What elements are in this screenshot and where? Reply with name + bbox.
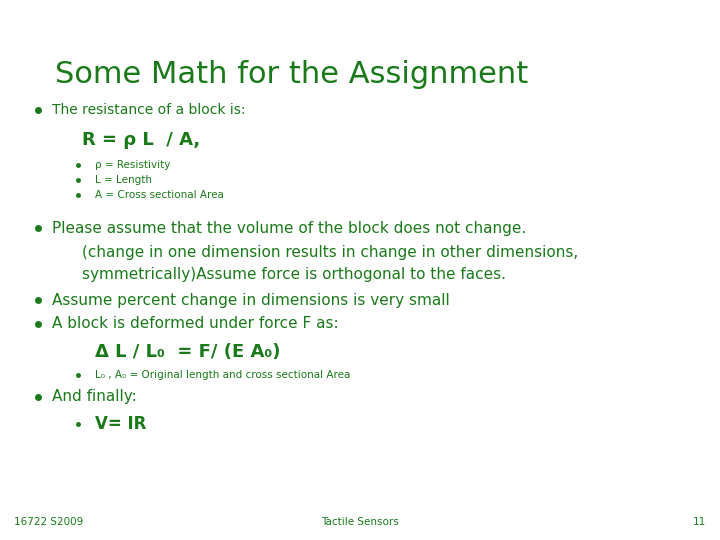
Text: L = Length: L = Length (95, 175, 152, 185)
Text: Please assume that the volume of the block does not change.: Please assume that the volume of the blo… (52, 220, 526, 235)
Text: Δ L / L₀  = F/ (E A₀): Δ L / L₀ = F/ (E A₀) (95, 343, 281, 361)
Text: symmetrically)Assume force is orthogonal to the faces.: symmetrically)Assume force is orthogonal… (82, 267, 506, 281)
Text: R = ρ L  / A,: R = ρ L / A, (82, 131, 200, 149)
Text: 11: 11 (693, 517, 706, 527)
Text: A = Cross sectional Area: A = Cross sectional Area (95, 190, 224, 200)
Text: The resistance of a block is:: The resistance of a block is: (52, 103, 246, 117)
Text: Assume percent change in dimensions is very small: Assume percent change in dimensions is v… (52, 293, 450, 307)
Text: (change in one dimension results in change in other dimensions,: (change in one dimension results in chan… (82, 245, 578, 260)
Text: ρ = Resistivity: ρ = Resistivity (95, 160, 171, 170)
Text: L₀ , A₀ = Original length and cross sectional Area: L₀ , A₀ = Original length and cross sect… (95, 370, 351, 380)
Text: 16722 S2009: 16722 S2009 (14, 517, 84, 527)
Text: And finally:: And finally: (52, 389, 137, 404)
Text: Tactile Sensors: Tactile Sensors (321, 517, 399, 527)
Text: A block is deformed under force F as:: A block is deformed under force F as: (52, 316, 338, 332)
Text: Some Math for the Assignment: Some Math for the Assignment (55, 60, 528, 89)
Text: V= IR: V= IR (95, 415, 146, 433)
